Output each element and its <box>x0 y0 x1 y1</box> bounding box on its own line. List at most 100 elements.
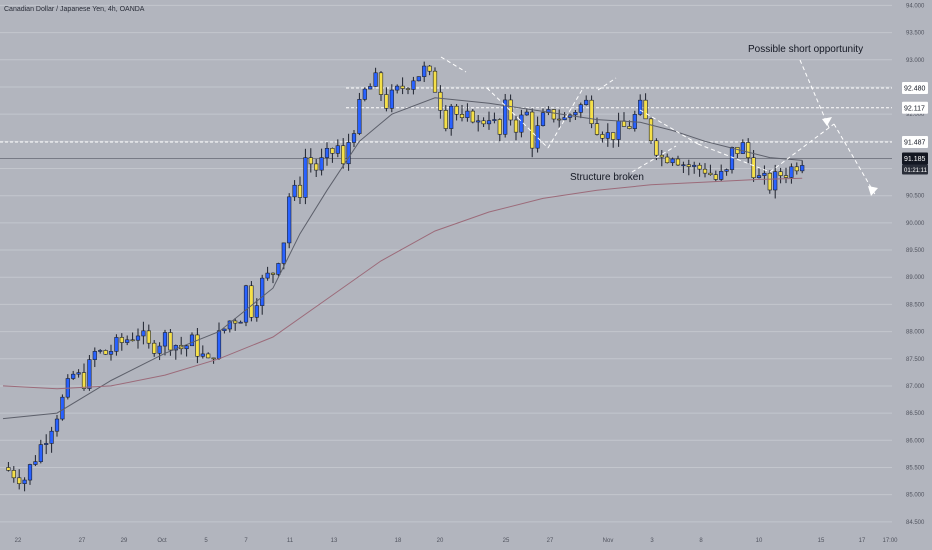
candle-body <box>33 461 38 465</box>
candle-body <box>276 263 281 275</box>
x-tick-label: Oct <box>157 538 167 544</box>
y-tick-label: 85.500 <box>906 465 925 471</box>
candle-body <box>319 157 324 171</box>
candle-body <box>17 477 22 484</box>
x-tick-label: 8 <box>699 538 703 544</box>
arrow-head-down <box>868 186 878 196</box>
candle-body <box>189 334 195 347</box>
candle-body <box>222 328 227 332</box>
candle-body <box>659 154 664 158</box>
candle-body <box>740 142 745 154</box>
y-tick-label: 86.500 <box>906 411 925 417</box>
candle-body <box>27 464 33 481</box>
price-tag-label: 91.185 <box>904 156 926 163</box>
x-tick-label: 10 <box>756 538 763 544</box>
candle-body <box>589 99 594 124</box>
structure-dashed-line <box>486 87 519 119</box>
candle-body <box>411 80 416 90</box>
y-tick-label: 87.500 <box>906 357 925 363</box>
candle-body <box>670 158 675 164</box>
candle-body <box>265 272 270 279</box>
countdown-tag <box>902 164 928 175</box>
structure-broken-annotation: Structure broken <box>570 172 644 183</box>
x-tick-label: 7 <box>244 538 248 544</box>
price-tag-label: 91.487 <box>904 140 926 147</box>
candle-body <box>611 132 616 140</box>
arrow-head-up <box>822 117 832 126</box>
candle-body <box>476 120 481 123</box>
candle-body <box>713 174 718 180</box>
price-tag <box>902 101 928 114</box>
candle-body <box>573 112 578 116</box>
candle-body <box>76 372 81 375</box>
x-tick-label: 11 <box>287 538 294 544</box>
candle-body <box>454 105 459 115</box>
candle-body <box>71 373 76 379</box>
candle-body <box>438 91 443 111</box>
candle-body <box>605 132 610 139</box>
candle-body <box>405 88 411 90</box>
candle-body <box>324 148 330 158</box>
price-tag-label: 92.480 <box>904 86 926 93</box>
candle-body <box>686 164 691 167</box>
symbol-title: Canadian Dollar / Japanese Yen, 4h, OAND… <box>4 6 145 13</box>
candle-body <box>335 145 340 154</box>
candle-body <box>551 109 556 120</box>
candle-body <box>443 110 448 129</box>
candle-body <box>416 76 421 82</box>
candle-body <box>708 172 713 176</box>
candle-body <box>146 330 151 344</box>
x-tick-label: 25 <box>503 538 510 544</box>
x-tick-label: Nov <box>603 538 614 544</box>
candle-body <box>459 114 465 118</box>
candle-body <box>119 337 124 343</box>
candle-body <box>200 353 205 357</box>
candle-body <box>44 443 49 445</box>
candle-body <box>357 99 362 134</box>
candle-body <box>773 171 778 191</box>
candle-body <box>702 168 708 174</box>
x-tick-label: 27 <box>547 538 554 544</box>
candle-body <box>719 171 724 180</box>
candle-body <box>162 332 168 347</box>
candle-body <box>778 171 783 176</box>
candle-body <box>108 351 114 355</box>
candle-body <box>600 134 605 139</box>
candle-body <box>789 166 794 178</box>
candle-body <box>92 351 97 360</box>
ma-fast-line <box>2 97 803 420</box>
candle-body <box>395 85 400 91</box>
candle-body <box>584 99 589 105</box>
candle-body <box>762 172 767 176</box>
candle-body <box>767 172 772 191</box>
candle-body <box>594 123 600 135</box>
x-tick-label: 22 <box>15 538 22 544</box>
y-tick-label: 88.000 <box>906 330 925 336</box>
price-tag <box>902 82 928 95</box>
candle-body <box>103 350 108 355</box>
structure-dashed-line <box>440 56 467 73</box>
y-tick-label: 88.500 <box>906 302 925 308</box>
candle-body <box>270 272 276 275</box>
candle-body <box>783 175 789 178</box>
candle-body <box>195 334 200 357</box>
candle-body <box>508 99 513 121</box>
candle-body <box>341 145 346 165</box>
candle-body <box>557 118 562 121</box>
candle-body <box>562 117 567 121</box>
y-tick-label: 94.000 <box>906 3 925 9</box>
y-tick-label: 84.500 <box>906 520 925 526</box>
candle-body <box>530 111 535 149</box>
candle-body <box>98 350 103 352</box>
candle-body <box>22 479 27 484</box>
candle-body <box>141 330 146 337</box>
candle-body <box>692 164 697 167</box>
candle-body <box>578 104 583 113</box>
y-tick-label: 90.000 <box>906 221 925 227</box>
ma-slow-line <box>2 177 803 390</box>
candle-body <box>54 418 60 432</box>
candle-body <box>87 359 92 389</box>
x-tick-label: 17:00 <box>882 538 898 544</box>
candle-body <box>373 72 378 87</box>
